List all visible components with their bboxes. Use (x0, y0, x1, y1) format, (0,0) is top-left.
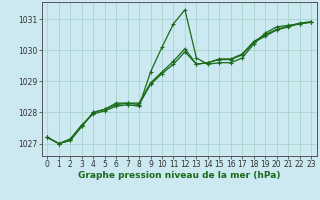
X-axis label: Graphe pression niveau de la mer (hPa): Graphe pression niveau de la mer (hPa) (78, 171, 280, 180)
